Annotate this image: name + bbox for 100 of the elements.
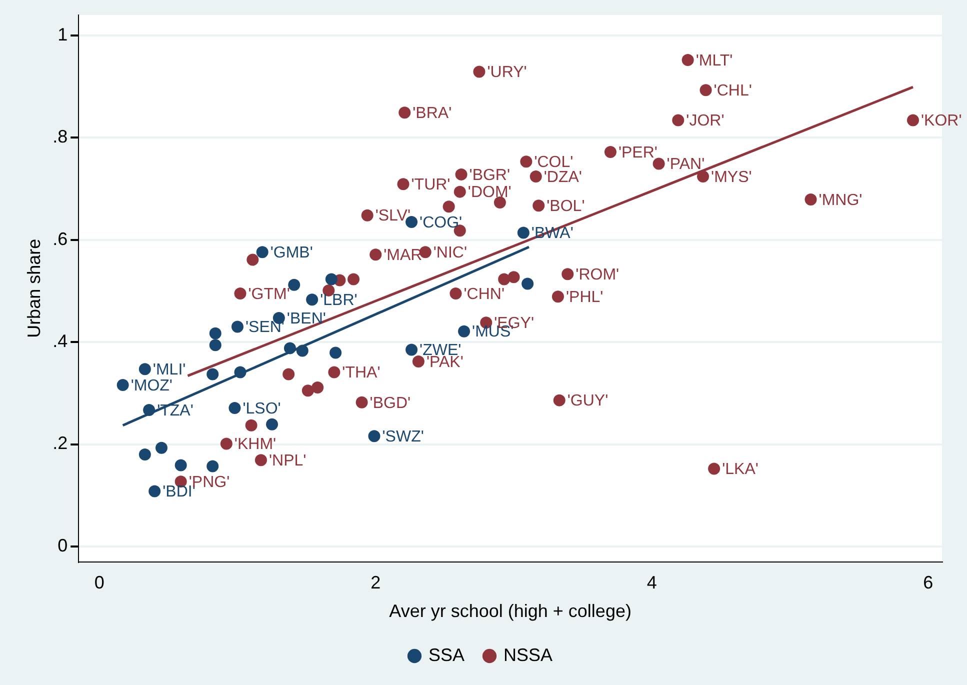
point bbox=[804, 193, 817, 206]
y-tick-label: .8 bbox=[52, 126, 68, 147]
point bbox=[458, 325, 470, 338]
point bbox=[700, 84, 712, 96]
point bbox=[138, 448, 151, 460]
point bbox=[672, 114, 684, 126]
point bbox=[296, 344, 308, 357]
data-label: 'LBR' bbox=[320, 292, 358, 310]
point bbox=[532, 200, 545, 212]
y-tick-label: .2 bbox=[52, 433, 68, 454]
point bbox=[231, 320, 244, 333]
x-axis-title: Aver yr school (high + college) bbox=[389, 601, 632, 622]
point bbox=[209, 339, 222, 352]
data-label: 'TUR' bbox=[411, 176, 450, 194]
data-label: 'PAN' bbox=[666, 156, 705, 174]
data-label: 'MLI' bbox=[152, 362, 186, 379]
data-label: 'MLT' bbox=[696, 52, 733, 70]
data-label: 'PER' bbox=[618, 144, 658, 162]
point bbox=[450, 288, 462, 300]
point bbox=[455, 168, 468, 180]
point bbox=[246, 254, 259, 266]
point bbox=[282, 368, 295, 380]
point bbox=[234, 288, 246, 300]
point bbox=[406, 344, 418, 356]
data-label: 'SLV' bbox=[375, 208, 410, 225]
point bbox=[330, 346, 342, 359]
data-label: 'BOL' bbox=[546, 198, 585, 216]
data-label: 'PHL' bbox=[566, 288, 604, 306]
data-label: 'MYS' bbox=[711, 168, 752, 186]
data-label: 'SEN' bbox=[245, 319, 284, 336]
data-label: 'NIC' bbox=[433, 244, 468, 262]
data-label: 'LKA' bbox=[722, 461, 758, 478]
point bbox=[254, 454, 267, 466]
point bbox=[143, 404, 156, 416]
point bbox=[530, 170, 542, 182]
data-label: 'COG' bbox=[420, 214, 462, 232]
legend-label: NSSA bbox=[504, 644, 553, 665]
point bbox=[348, 273, 360, 286]
point bbox=[522, 278, 534, 290]
point bbox=[116, 378, 129, 391]
point bbox=[209, 327, 222, 340]
point bbox=[325, 273, 338, 286]
data-label: 'CHN' bbox=[464, 286, 505, 303]
legend-label: SSA bbox=[428, 644, 465, 665]
data-label: 'CHL' bbox=[714, 82, 752, 100]
point bbox=[138, 363, 151, 376]
point bbox=[148, 485, 161, 498]
point bbox=[517, 226, 530, 239]
point bbox=[370, 248, 382, 261]
point bbox=[220, 438, 232, 450]
data-label: 'GTM' bbox=[248, 286, 290, 303]
data-label: 'DOM' bbox=[468, 184, 512, 202]
data-label: 'THA' bbox=[342, 364, 380, 382]
point bbox=[397, 178, 410, 190]
point bbox=[508, 271, 520, 284]
y-tick-label: .4 bbox=[52, 331, 68, 352]
x-tick-label: 6 bbox=[923, 572, 934, 593]
data-label: 'ROM' bbox=[576, 266, 620, 284]
point bbox=[266, 418, 278, 430]
x-tick-label: 4 bbox=[646, 572, 657, 593]
point bbox=[442, 200, 455, 213]
point bbox=[473, 66, 486, 78]
point bbox=[368, 430, 380, 442]
data-label: 'BEN' bbox=[286, 310, 326, 328]
point bbox=[245, 419, 258, 432]
data-label: 'MNG' bbox=[818, 192, 862, 209]
data-label: 'GUY' bbox=[567, 392, 608, 410]
y-tick-label: 1 bbox=[58, 24, 68, 44]
data-label: 'MOZ' bbox=[130, 377, 172, 394]
data-label: 'BGD' bbox=[370, 394, 411, 412]
y-tick-label: 0 bbox=[58, 535, 68, 556]
point bbox=[356, 396, 368, 408]
point bbox=[312, 382, 324, 394]
point bbox=[174, 459, 187, 472]
data-label: 'DZA' bbox=[544, 168, 582, 186]
point bbox=[652, 158, 665, 170]
point bbox=[454, 186, 466, 198]
x-tick-label: 2 bbox=[370, 572, 381, 593]
point bbox=[361, 209, 374, 222]
point bbox=[155, 442, 168, 454]
point bbox=[498, 273, 510, 286]
point bbox=[682, 54, 694, 66]
data-label: 'JOR' bbox=[686, 112, 724, 130]
point bbox=[412, 355, 424, 368]
point bbox=[284, 342, 296, 354]
point bbox=[552, 290, 564, 303]
point bbox=[562, 268, 574, 280]
data-label: 'GMB' bbox=[270, 244, 313, 262]
data-label: 'URY' bbox=[487, 64, 527, 82]
data-label: 'COL' bbox=[534, 154, 574, 172]
point bbox=[256, 246, 268, 258]
point bbox=[328, 366, 340, 378]
point bbox=[234, 366, 246, 378]
point bbox=[697, 170, 710, 182]
data-label: 'NPL' bbox=[268, 452, 306, 470]
point bbox=[494, 196, 506, 209]
point bbox=[398, 106, 411, 119]
y-tick-label: .6 bbox=[52, 228, 68, 249]
x-tick-label: 0 bbox=[94, 572, 104, 593]
point bbox=[288, 278, 300, 291]
